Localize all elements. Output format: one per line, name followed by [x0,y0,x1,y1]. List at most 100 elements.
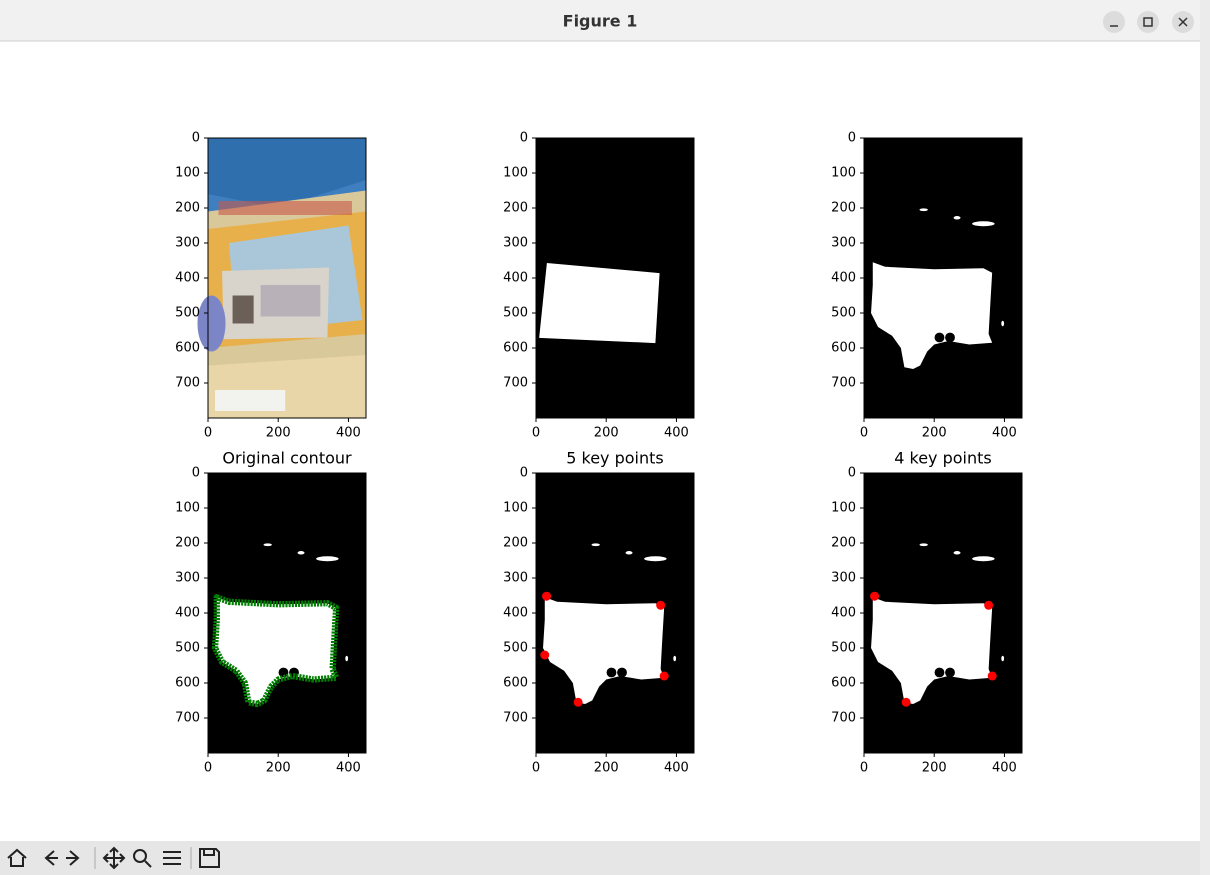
minimize-button[interactable] [1103,11,1125,33]
y-tick-label: 300 [503,571,528,586]
y-tick-label: 0 [848,466,856,481]
save-button[interactable] [199,848,220,868]
y-tick-label: 200 [831,201,856,216]
y-tick-label: 500 [175,641,200,656]
key-point [659,671,669,681]
y-tick-label: 400 [503,606,528,621]
x-tick-label: 400 [992,426,1017,441]
x-tick-label: 0 [860,761,868,776]
y-tick-label: 400 [503,271,528,286]
key-point [573,697,583,707]
y-tick-label: 100 [831,166,856,181]
window-title: Figure 1 [563,12,638,31]
x-tick-label: 200 [266,426,291,441]
x-tick-label: 0 [532,426,540,441]
y-tick-label: 600 [503,341,528,356]
zoom-handle [144,860,152,868]
y-tick-label: 400 [831,606,856,621]
forward-button[interactable] [66,850,80,866]
y-tick-label: 300 [831,236,856,251]
home-button[interactable] [7,848,27,867]
y-tick-label: 0 [192,466,200,481]
mask-image [536,473,694,753]
pan-button[interactable] [102,846,126,870]
key-point [656,600,666,610]
y-tick-label: 600 [503,676,528,691]
y-tick-label: 600 [831,341,856,356]
x-tick-label: 200 [266,761,291,776]
y-tick-label: 0 [192,131,200,146]
x-tick-label: 0 [204,426,212,441]
y-tick-label: 700 [831,376,856,391]
y-tick-label: 500 [503,641,528,656]
contour-image [208,473,366,753]
subplot-title: 4 key points [894,449,992,468]
y-tick-label: 600 [175,676,200,691]
y-tick-label: 500 [503,306,528,321]
x-tick-label: 400 [336,761,361,776]
y-tick-label: 400 [175,606,200,621]
x-tick-label: 400 [664,426,689,441]
y-tick-label: 100 [503,166,528,181]
title-bar [0,0,1200,41]
y-tick-label: 200 [503,201,528,216]
y-tick-label: 400 [831,271,856,286]
y-tick-label: 300 [175,571,200,586]
key-point [540,650,550,660]
x-tick-label: 0 [204,761,212,776]
mask-image [864,473,1022,753]
x-tick-label: 200 [922,761,947,776]
maximize-icon [1143,17,1153,27]
y-tick-label: 300 [175,236,200,251]
y-tick-label: 200 [503,536,528,551]
x-tick-label: 200 [594,426,619,441]
y-tick-label: 300 [503,236,528,251]
y-tick-label: 200 [175,201,200,216]
y-tick-label: 500 [831,641,856,656]
y-tick-label: 700 [503,376,528,391]
subplot-title: Original contour [222,449,352,468]
x-tick-label: 200 [594,761,619,776]
y-tick-label: 100 [175,166,200,181]
y-tick-label: 100 [175,501,200,516]
y-tick-label: 500 [831,306,856,321]
subplot-title: 5 key points [566,449,664,468]
y-tick-label: 700 [831,711,856,726]
y-tick-label: 0 [520,466,528,481]
y-tick-label: 0 [520,131,528,146]
x-tick-label: 400 [336,426,361,441]
mask-image [864,138,1022,418]
configure-button[interactable] [163,851,181,865]
back-button[interactable] [44,850,58,866]
x-tick-label: 0 [860,426,868,441]
x-tick-label: 200 [922,426,947,441]
x-tick-label: 0 [532,761,540,776]
close-icon [1178,17,1188,27]
y-tick-label: 700 [175,711,200,726]
y-tick-label: 700 [175,376,200,391]
y-tick-label: 200 [831,536,856,551]
quad-mask-image [536,138,694,419]
key-point [870,591,880,601]
y-tick-label: 100 [831,501,856,516]
key-point [984,600,994,610]
y-tick-label: 300 [831,571,856,586]
key-point [901,697,911,707]
zoom-button[interactable] [133,849,147,863]
x-tick-label: 400 [664,761,689,776]
desktop-edge [1200,0,1210,875]
x-tick-label: 400 [992,761,1017,776]
photo-image [197,138,366,419]
y-tick-label: 400 [175,271,200,286]
y-tick-label: 600 [831,676,856,691]
y-tick-label: 200 [175,536,200,551]
key-point [542,591,552,601]
y-tick-label: 0 [848,131,856,146]
key-point [987,671,997,681]
maximize-button[interactable] [1137,11,1159,33]
y-tick-label: 600 [175,341,200,356]
y-tick-label: 700 [503,711,528,726]
y-tick-label: 100 [503,501,528,516]
